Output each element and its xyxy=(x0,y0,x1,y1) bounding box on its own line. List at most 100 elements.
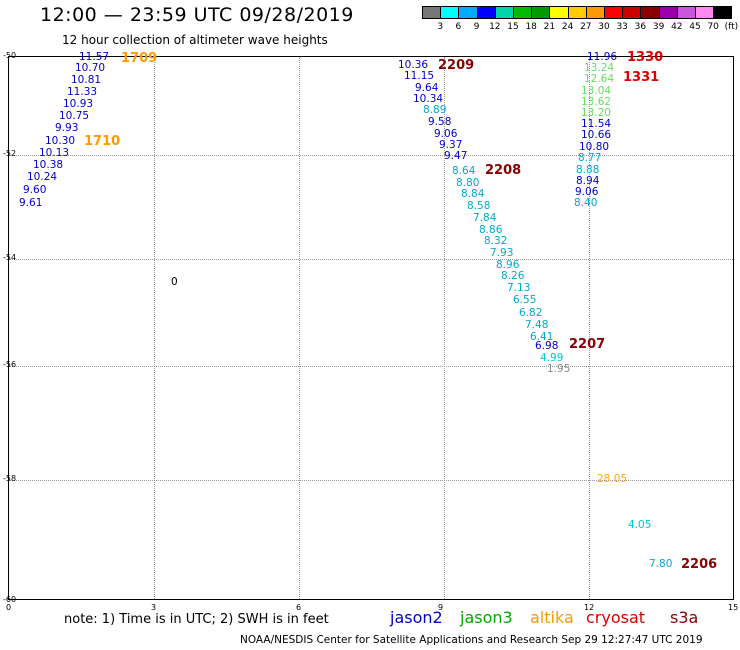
legend-jason3: jason3 xyxy=(460,608,513,627)
wave-height-value: 8.84 xyxy=(461,188,485,200)
grid-line-vertical xyxy=(589,57,590,599)
wave-height-value: 10.81 xyxy=(71,74,102,86)
wave-height-value: 8.80 xyxy=(456,177,480,189)
scale-label: 9 xyxy=(473,22,480,32)
footer-credit: NOAA/NESDIS Center for Satellite Applica… xyxy=(240,634,703,646)
pass-time-label: 1330 xyxy=(627,50,664,65)
wave-height-value: 0 xyxy=(171,276,178,288)
legend-cryosat: cryosat xyxy=(586,608,646,627)
scale-swatch xyxy=(458,6,478,19)
wave-height-value: 9.37 xyxy=(439,139,463,151)
wave-height-value: 13.62 xyxy=(581,96,612,108)
wave-height-value: 11.54 xyxy=(581,118,612,130)
grid-line-vertical xyxy=(444,57,445,599)
wave-height-value: 9.47 xyxy=(444,150,468,162)
scale-swatch xyxy=(567,6,587,19)
wave-height-value: 7.80 xyxy=(649,558,673,570)
legend-altika: altika xyxy=(530,608,574,627)
pass-time-label: 1331 xyxy=(623,70,660,85)
wave-height-value: 10.70 xyxy=(75,62,106,74)
scale-label: 21 xyxy=(543,22,556,32)
scale-swatch xyxy=(695,6,715,19)
scale-swatch xyxy=(440,6,460,19)
wave-height-value: 6.82 xyxy=(519,307,543,319)
wave-height-value: 9.06 xyxy=(434,128,458,140)
scale-label: 36 xyxy=(634,22,647,32)
wave-height-value: 13.04 xyxy=(581,85,612,97)
wave-height-value: 7.93 xyxy=(490,247,514,259)
wave-height-value: 28.05 xyxy=(597,473,628,485)
scale-swatch xyxy=(658,6,678,19)
scale-label: 15 xyxy=(507,22,519,32)
wave-height-value: 9.60 xyxy=(23,184,47,196)
scale-label: 18 xyxy=(525,22,537,32)
wave-height-value: 8.32 xyxy=(484,235,508,247)
scale-swatch xyxy=(713,6,733,19)
legend-s3a: s3a xyxy=(670,608,699,627)
y-axis-label: -56 xyxy=(3,360,17,369)
scale-label: 12 xyxy=(489,22,501,32)
scale-swatch xyxy=(604,6,624,19)
wave-height-value: 6.55 xyxy=(513,294,537,306)
wave-height-value: 11.33 xyxy=(67,86,98,98)
scale-swatch xyxy=(585,6,605,19)
grid-line-horizontal xyxy=(9,480,733,481)
wave-height-value: 13.20 xyxy=(581,107,612,119)
footer-note: note: 1) Time is in UTC; 2) SWH is in fe… xyxy=(64,612,329,627)
pass-time-label: 2206 xyxy=(681,557,718,572)
wave-height-value: 9.64 xyxy=(415,82,439,94)
wave-height-value: 10.38 xyxy=(33,159,64,171)
wave-height-value: 8.88 xyxy=(576,164,600,176)
scale-swatch xyxy=(422,6,442,19)
scale-swatch xyxy=(622,6,642,19)
pass-time-label: 2207 xyxy=(569,337,606,352)
wave-height-value: 10.66 xyxy=(581,129,612,141)
wave-height-value: 8.96 xyxy=(496,259,520,271)
wave-height-value: 8.26 xyxy=(501,270,525,282)
wave-height-value: 10.13 xyxy=(39,147,70,159)
scale-label: 42 xyxy=(671,22,683,32)
wave-height-value: 11.96 xyxy=(587,51,618,63)
scale-label: 33 xyxy=(616,22,628,32)
wave-height-value: 10.36 xyxy=(398,59,429,71)
wave-height-value: 10.93 xyxy=(63,98,94,110)
scale-label: 70 xyxy=(707,22,719,32)
y-axis-label: -54 xyxy=(3,253,17,262)
page-subtitle: 12 hour collection of altimeter wave hei… xyxy=(62,33,328,47)
wave-height-value: 12.64 xyxy=(584,73,615,85)
pass-time-label: 1709 xyxy=(121,51,158,66)
y-axis-label: -60 xyxy=(3,595,17,604)
x-axis-label: 6 xyxy=(296,603,302,612)
x-axis-label: 15 xyxy=(728,603,739,612)
wave-height-value: 8.40 xyxy=(574,197,598,209)
scale-swatch xyxy=(494,6,514,19)
scale-label: 24 xyxy=(561,22,574,32)
wave-height-value: 7.84 xyxy=(473,212,497,224)
wave-height-value: 8.64 xyxy=(452,165,476,177)
x-axis-label: 12 xyxy=(584,603,595,612)
pass-time-label: 1710 xyxy=(84,134,121,149)
wave-height-value: 9.06 xyxy=(575,186,599,198)
grid-line-horizontal xyxy=(9,155,733,156)
scale-label: 3 xyxy=(437,22,444,32)
grid-line-horizontal xyxy=(9,259,733,260)
y-axis-label: -52 xyxy=(3,149,17,158)
scale-label: 39 xyxy=(652,22,665,32)
grid-line-vertical xyxy=(299,57,300,599)
scale-swatch xyxy=(531,6,551,19)
wave-height-value: 6.41 xyxy=(530,331,554,343)
scale-label: 45 xyxy=(689,22,701,32)
wave-height-value: 10.34 xyxy=(413,93,444,105)
wave-height-value: 10.24 xyxy=(27,171,58,183)
wave-height-value: 9.93 xyxy=(55,122,79,134)
wave-height-value: 8.89 xyxy=(423,104,447,116)
wave-height-value: 6.98 xyxy=(535,340,559,352)
wave-height-value: 8.58 xyxy=(467,200,491,212)
pass-time-label: 2208 xyxy=(485,163,522,178)
wave-height-value: 8.77 xyxy=(578,152,602,164)
grid-line-horizontal xyxy=(9,366,733,367)
wave-height-value: 11.57 xyxy=(79,51,110,63)
scale-label: 6 xyxy=(455,22,462,32)
x-axis-label: 9 xyxy=(438,603,444,612)
wave-height-value: 1.95 xyxy=(547,363,571,375)
